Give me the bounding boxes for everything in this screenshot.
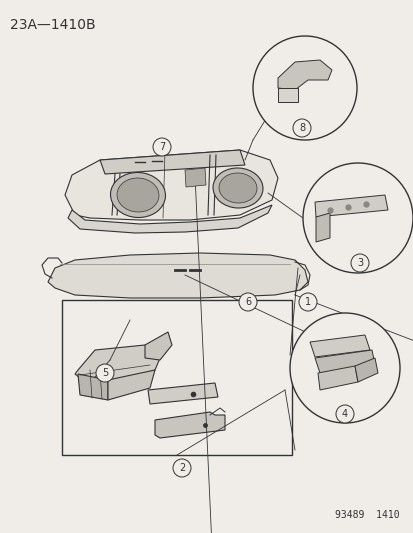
Polygon shape xyxy=(100,150,244,174)
Text: 8: 8 xyxy=(298,123,304,133)
Text: 5: 5 xyxy=(102,368,108,378)
Circle shape xyxy=(298,293,316,311)
Polygon shape xyxy=(314,195,387,217)
Ellipse shape xyxy=(117,178,159,212)
Text: 4: 4 xyxy=(341,409,347,419)
Polygon shape xyxy=(317,366,357,390)
Polygon shape xyxy=(154,412,224,438)
Circle shape xyxy=(238,293,256,311)
Text: 7: 7 xyxy=(159,142,165,152)
Ellipse shape xyxy=(110,173,165,217)
Circle shape xyxy=(173,459,190,477)
Circle shape xyxy=(302,163,412,273)
Polygon shape xyxy=(309,335,369,357)
Polygon shape xyxy=(354,358,377,382)
Circle shape xyxy=(289,313,399,423)
Polygon shape xyxy=(315,213,329,242)
Ellipse shape xyxy=(213,168,262,208)
Polygon shape xyxy=(277,60,331,90)
Polygon shape xyxy=(65,150,277,220)
Polygon shape xyxy=(75,345,159,380)
Circle shape xyxy=(96,364,114,382)
Polygon shape xyxy=(108,370,154,400)
Polygon shape xyxy=(314,350,374,373)
Circle shape xyxy=(335,405,353,423)
Text: 3: 3 xyxy=(356,258,362,268)
Ellipse shape xyxy=(218,173,256,203)
Circle shape xyxy=(350,254,368,272)
Polygon shape xyxy=(185,168,206,187)
Polygon shape xyxy=(48,253,307,298)
Circle shape xyxy=(292,119,310,137)
Text: 1: 1 xyxy=(304,297,310,307)
Bar xyxy=(62,300,291,455)
Circle shape xyxy=(252,36,356,140)
Text: 93489  1410: 93489 1410 xyxy=(335,510,399,520)
Polygon shape xyxy=(147,383,218,404)
Polygon shape xyxy=(145,332,171,360)
Polygon shape xyxy=(68,205,271,233)
Polygon shape xyxy=(277,88,297,102)
Text: 6: 6 xyxy=(244,297,250,307)
Text: 23A—1410B: 23A—1410B xyxy=(10,18,95,32)
Polygon shape xyxy=(78,374,108,400)
Circle shape xyxy=(153,138,171,156)
Text: 2: 2 xyxy=(178,463,185,473)
